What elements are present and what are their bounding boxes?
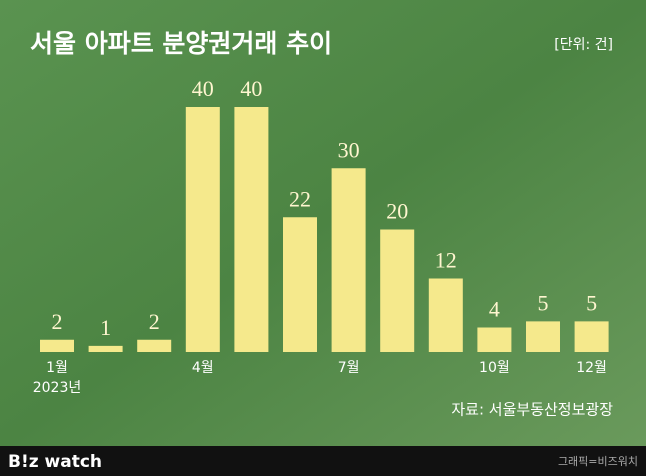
data-label: 40 bbox=[192, 76, 214, 101]
data-label: 1 bbox=[100, 315, 111, 340]
bar bbox=[574, 321, 609, 352]
bar bbox=[477, 327, 512, 352]
x-tick-label: 1월 bbox=[46, 360, 68, 376]
bar bbox=[234, 107, 269, 352]
data-label: 2 bbox=[149, 309, 160, 334]
data-label: 2 bbox=[52, 309, 63, 334]
credit: 그래픽=비즈워치 bbox=[558, 455, 638, 468]
bar bbox=[380, 229, 415, 352]
bar bbox=[283, 217, 317, 352]
bar bbox=[526, 321, 560, 352]
bar bbox=[331, 168, 366, 352]
background bbox=[0, 0, 646, 446]
data-label: 22 bbox=[289, 186, 311, 211]
bar bbox=[428, 278, 463, 352]
data-label: 12 bbox=[435, 248, 457, 273]
data-label: 30 bbox=[338, 137, 360, 162]
x-tick-label: 4월 bbox=[192, 360, 214, 376]
bar bbox=[185, 107, 220, 352]
x-tick-label: 12월 bbox=[576, 360, 607, 376]
x-tick-label: 10월 bbox=[479, 360, 510, 376]
unit-label: [단위: 건] bbox=[554, 37, 613, 53]
year-label: 2023년 bbox=[33, 380, 82, 396]
bar bbox=[137, 339, 172, 352]
data-label: 20 bbox=[386, 199, 408, 224]
footer-bar bbox=[0, 446, 646, 476]
bar bbox=[40, 339, 74, 352]
data-label: 5 bbox=[586, 290, 597, 315]
source: 자료: 서울부동산정보광장 bbox=[451, 401, 613, 419]
x-tick-label: 7월 bbox=[338, 360, 360, 376]
data-label: 40 bbox=[240, 76, 262, 101]
data-label: 5 bbox=[538, 290, 549, 315]
brand: B!z watch bbox=[8, 452, 102, 472]
data-label: 4 bbox=[489, 297, 500, 322]
bar bbox=[88, 345, 123, 352]
chart-title: 서울 아파트 분양권거래 추이 bbox=[30, 29, 332, 58]
